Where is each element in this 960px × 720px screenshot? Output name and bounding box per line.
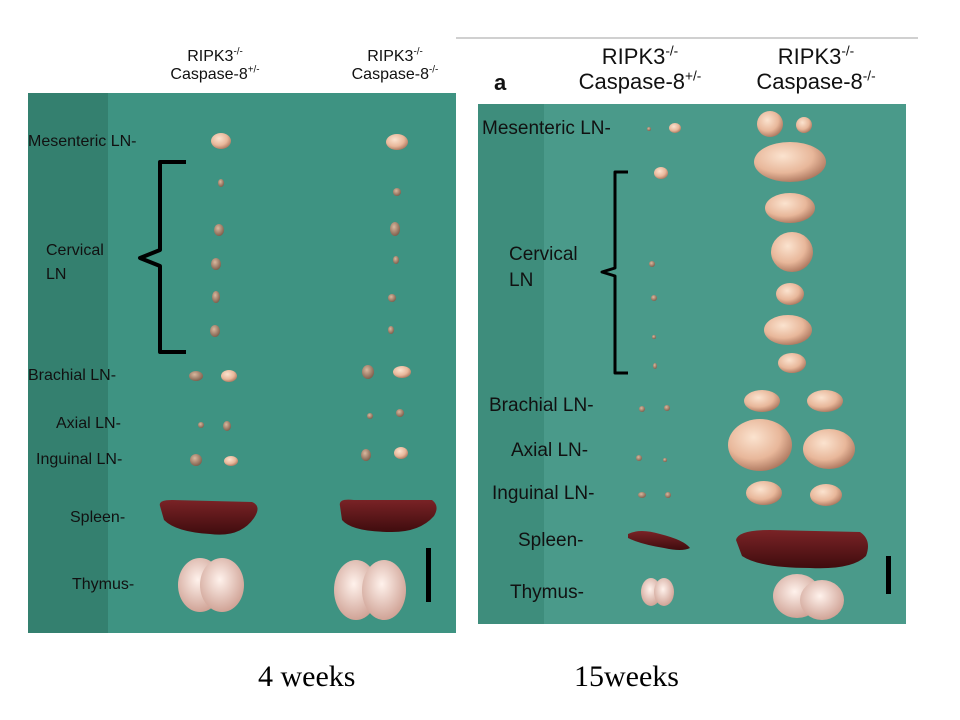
left-label-thymus: Thymus- [72, 576, 135, 593]
right-brachial-nodes [639, 390, 843, 412]
right-spleens [628, 530, 868, 569]
right-mesenteric-nodes [647, 111, 826, 182]
left-cervical-nodes [210, 179, 401, 337]
right-thymi [641, 574, 844, 620]
right-label-mesenteric: Mesenteric LN- [482, 118, 611, 139]
right-top-rule [456, 37, 918, 39]
right-caption: 15weeks [574, 660, 679, 693]
left-label-inguinal: Inguinal LN- [36, 451, 123, 468]
right-header-col2: RIPK3-/- Caspase-8-/- [756, 43, 876, 95]
left-label-brachial: Brachial LN- [28, 367, 117, 384]
right-label-spleen: Spleen- [518, 530, 584, 551]
left-caption: 4 weeks [258, 660, 356, 693]
left-thymi [178, 558, 406, 620]
right-inguinal-nodes [638, 481, 842, 506]
right-label-thymus: Thymus- [510, 582, 584, 603]
right-label-axial: Axial LN- [511, 440, 589, 461]
right-label-inguinal: Inguinal LN- [492, 483, 595, 504]
left-label-spleen: Spleen- [70, 509, 126, 526]
left-cervical-bracket [138, 160, 186, 354]
right-scale-bar [886, 556, 891, 594]
right-panel-letter: a [494, 70, 507, 95]
left-axial-nodes [198, 409, 404, 431]
left-scale-bar [426, 548, 431, 602]
left-spleens [159, 499, 437, 535]
left-inguinal-nodes [190, 447, 408, 466]
right-axial-nodes [636, 419, 855, 471]
left-brachial-nodes [189, 365, 411, 382]
right-label-brachial: Brachial LN- [489, 395, 594, 416]
right-header-col1: RIPK3-/- Caspase-8+/- [578, 43, 702, 95]
left-mesenteric-nodes [211, 133, 408, 150]
right-label-cervical-1: Cervical [509, 244, 578, 265]
left-header-col2: RIPK3-/- Caspase-8-/- [351, 46, 439, 84]
left-label-cervical-2: LN [46, 266, 67, 283]
left-header-col1: RIPK3-/- Caspase-8+/- [170, 46, 260, 84]
right-label-cervical-2: LN [509, 270, 534, 291]
left-label-mesenteric: Mesenteric LN- [28, 133, 137, 150]
left-label-cervical-1: Cervical [46, 242, 104, 259]
left-photo-shadow [28, 93, 108, 633]
left-label-axial: Axial LN- [56, 415, 121, 432]
right-cervical-nodes [649, 167, 815, 373]
right-cervical-bracket [600, 170, 628, 375]
right-photo-shadow [478, 104, 544, 624]
